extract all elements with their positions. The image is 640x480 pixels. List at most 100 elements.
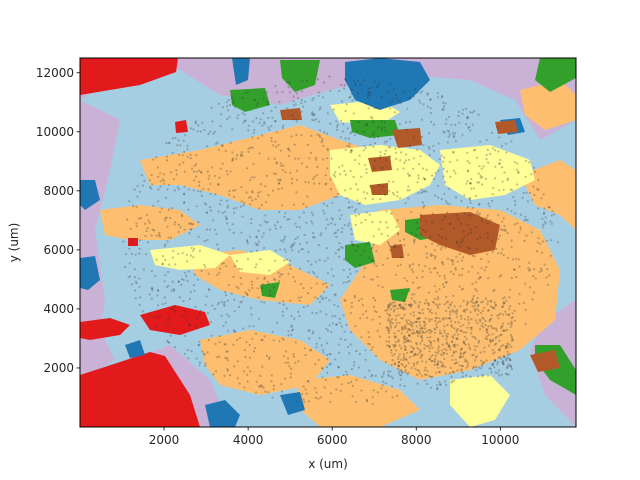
data-point [305,221,308,224]
data-point [232,247,235,250]
data-point [493,359,496,362]
data-point [417,311,420,314]
data-point [247,124,250,127]
data-point [507,364,510,367]
data-point [164,323,167,326]
data-point [451,131,454,135]
data-point [239,276,242,280]
data-point [205,228,208,231]
data-point [456,260,459,263]
data-point [548,206,551,209]
data-point [550,214,553,217]
data-point [228,315,231,318]
data-point [205,295,208,298]
data-point [404,121,408,124]
data-point [460,222,463,225]
data-point [343,224,346,227]
data-point [489,339,492,342]
data-point [259,224,262,227]
data-point [396,195,399,198]
data-point [388,322,392,325]
data-point [496,372,499,375]
data-point [358,154,361,157]
data-point [488,318,491,321]
data-point [370,258,373,261]
data-point [469,231,473,234]
data-point [462,287,465,290]
data-point [479,236,482,239]
data-point [235,285,238,288]
data-point [239,154,243,158]
data-point [181,215,184,218]
data-point [223,343,226,346]
data-point [124,266,127,269]
data-point [284,250,287,253]
data-point [226,359,229,362]
data-point [247,147,250,150]
data-point [495,327,498,330]
data-point [466,302,469,305]
data-point [335,323,338,326]
data-point [428,153,431,157]
data-point [145,213,149,216]
data-point [228,116,231,119]
data-point [492,147,495,150]
data-point [246,240,249,243]
data-point [171,207,174,210]
data-point [316,133,319,136]
data-point [257,229,260,232]
data-point [205,211,208,214]
data-point [506,179,509,182]
data-point [311,114,314,117]
data-point [494,360,497,363]
data-point [211,304,214,307]
data-point [408,356,412,359]
data-point [509,305,512,308]
data-point [139,296,142,299]
data-point [377,284,380,287]
data-point [282,354,286,358]
data-point [497,317,500,320]
data-point [471,254,474,257]
data-point [458,245,461,248]
data-point [546,283,549,286]
data-point [239,205,242,208]
data-point [292,276,295,279]
data-point [263,301,266,304]
data-point [528,269,531,272]
data-point [265,174,268,177]
data-point [542,223,545,226]
data-point [231,157,234,160]
data-point [437,347,440,350]
data-point [428,320,431,323]
data-point [389,145,392,149]
data-point [136,195,139,198]
data-point [419,213,422,216]
data-point [486,338,489,341]
data-point [479,320,482,323]
y-tick-label: 8000 [43,184,74,198]
data-point [467,246,470,249]
region-blue-6 [280,392,305,415]
data-point [338,351,341,354]
data-point [261,365,264,368]
region-brown-7 [280,108,302,120]
data-point [326,371,329,374]
data-point [277,188,280,191]
data-point [235,206,238,209]
data-point [245,341,248,344]
data-point [175,169,178,172]
data-point [364,146,367,150]
data-point [436,271,439,275]
y-tick-label: 12000 [36,66,74,80]
data-point [289,267,292,270]
data-point [239,153,242,156]
data-point [427,304,430,307]
data-point [513,161,517,164]
data-point [464,360,467,363]
data-point [452,371,455,374]
data-point [428,375,431,378]
data-point [441,363,445,366]
data-point [385,390,388,393]
data-point [150,187,153,190]
